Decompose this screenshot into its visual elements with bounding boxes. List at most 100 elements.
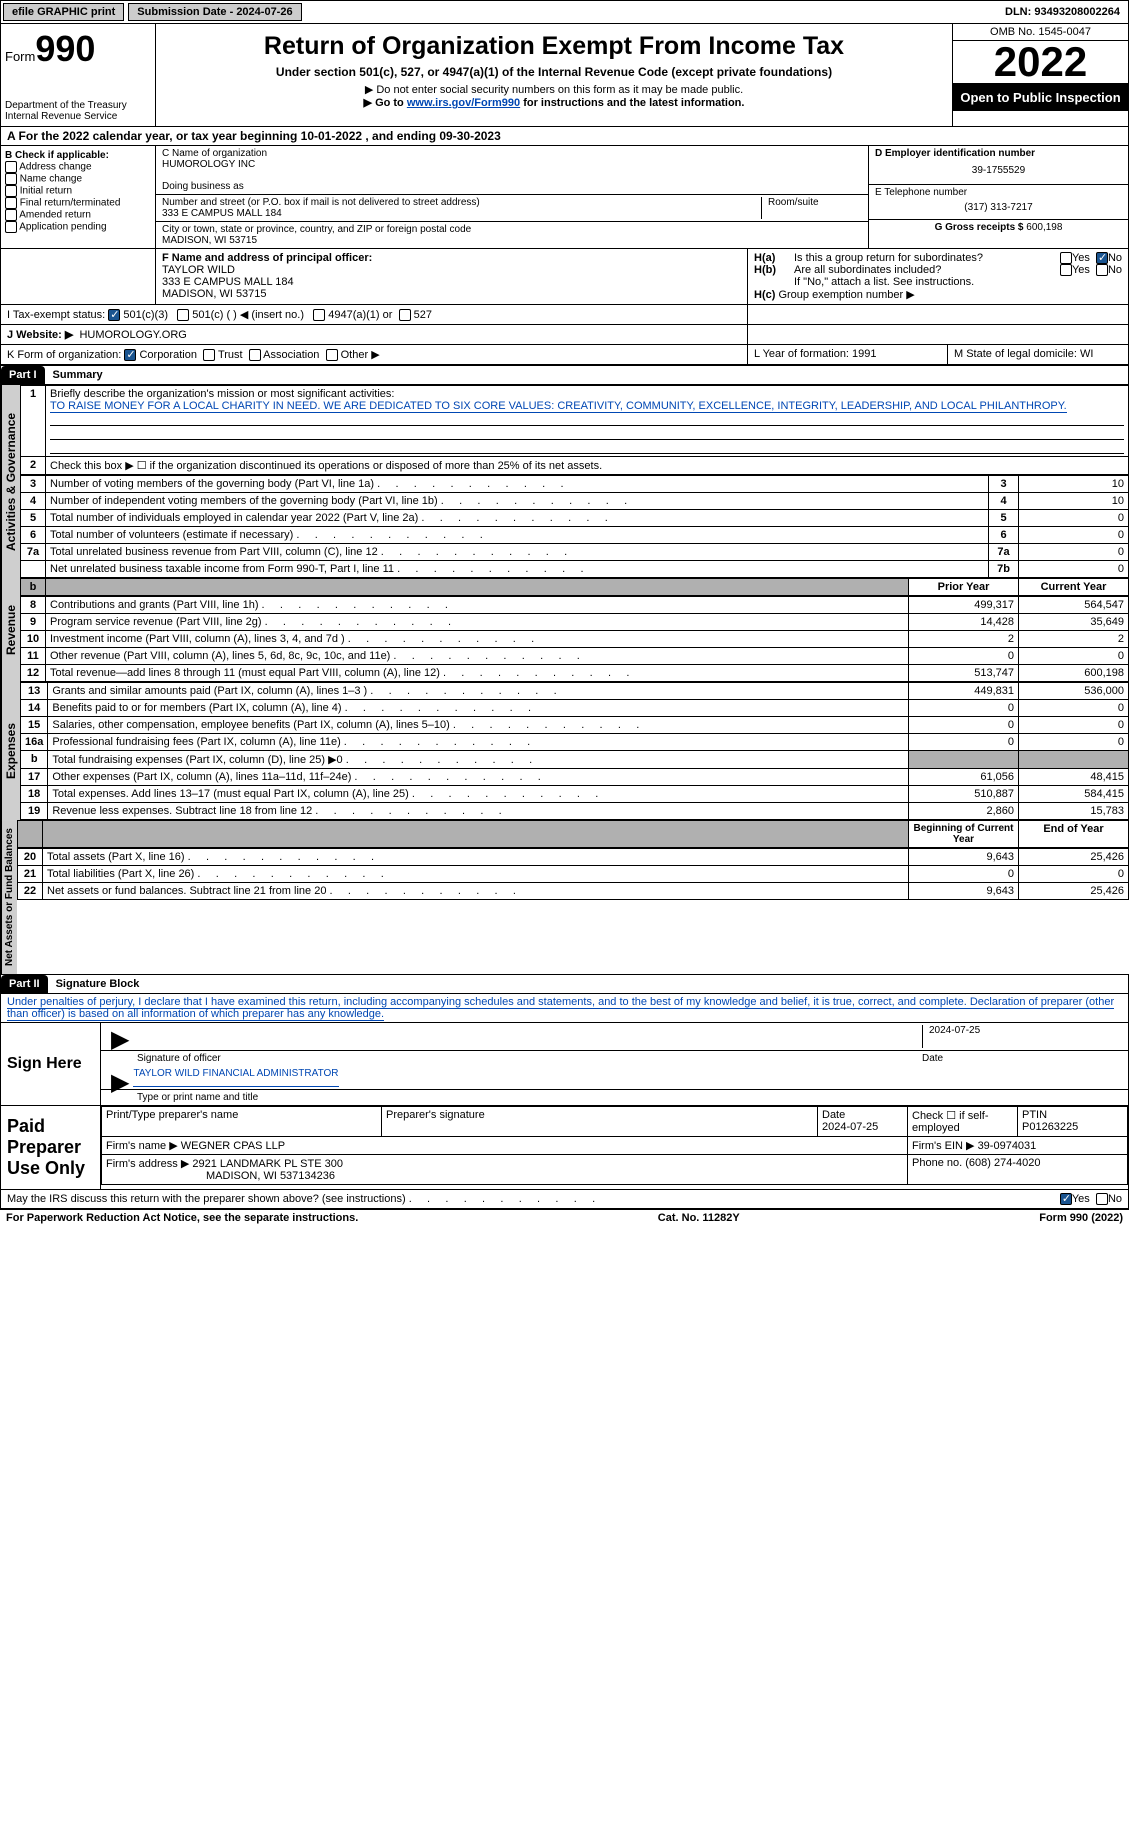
table-row: 21Total liabilities (Part X, line 26)00 <box>18 866 1129 883</box>
dept-treasury: Department of the Treasury <box>5 100 151 111</box>
state-domicile: M State of legal domicile: WI <box>948 345 1128 364</box>
efile-print-button[interactable]: efile GRAPHIC print <box>3 3 124 21</box>
mission-text: TO RAISE MONEY FOR A LOCAL CHARITY IN NE… <box>50 400 1067 413</box>
perjury-declaration: Under penalties of perjury, I declare th… <box>0 994 1129 1023</box>
table-row: 12Total revenue—add lines 8 through 11 (… <box>21 665 1129 682</box>
table-row: 18Total expenses. Add lines 13–17 (must … <box>21 786 1129 803</box>
table-row: 6Total number of volunteers (estimate if… <box>21 527 1129 544</box>
table-row: 17Other expenses (Part IX, column (A), l… <box>21 769 1129 786</box>
year-formation: L Year of formation: 1991 <box>748 345 948 364</box>
revenue-label: Revenue <box>1 578 20 682</box>
city-state-zip: MADISON, WI 53715 <box>162 235 862 246</box>
street-address: 333 E CAMPUS MALL 184 <box>162 208 755 219</box>
table-row: 7aTotal unrelated business revenue from … <box>21 544 1129 561</box>
sig-date: 2024-07-25 <box>922 1025 1122 1048</box>
open-inspection: Open to Public Inspection <box>953 84 1128 111</box>
irs-label: Internal Revenue Service <box>5 111 151 122</box>
table-row: bTotal fundraising expenses (Part IX, co… <box>21 751 1129 769</box>
firm-ein: 39-0974031 <box>978 1140 1037 1152</box>
telephone: (317) 313-7217 <box>875 198 1122 217</box>
arrow-icon: ▶ <box>107 1025 133 1048</box>
table-row: Net unrelated business taxable income fr… <box>21 561 1129 578</box>
org-name: HUMOROLOGY INC <box>162 159 862 170</box>
table-row: 13Grants and similar amounts paid (Part … <box>21 683 1129 700</box>
irs-link[interactable]: www.irs.gov/Form990 <box>407 97 520 109</box>
4947-checkbox[interactable] <box>313 309 325 321</box>
section-deg: D Employer identification number 39-1755… <box>868 146 1128 248</box>
discuss-no-checkbox[interactable] <box>1096 1193 1108 1205</box>
form-990: efile GRAPHIC print Submission Date - 20… <box>0 0 1129 1226</box>
final-return-checkbox[interactable] <box>5 197 17 209</box>
officer-city: MADISON, WI 53715 <box>162 288 741 300</box>
tax-year: 2022 <box>953 41 1128 84</box>
form-number: Form990 <box>5 28 151 70</box>
ha-yes-checkbox[interactable] <box>1060 252 1072 264</box>
application-pending-checkbox[interactable] <box>5 221 17 233</box>
website-row: J Website: ▶ HUMOROLOGY.ORG <box>0 325 1129 345</box>
name-change-checkbox[interactable] <box>5 173 17 185</box>
klm-row: K Form of organization: Corporation Trus… <box>0 345 1129 365</box>
ein: 39-1755529 <box>875 159 1122 182</box>
association-checkbox[interactable] <box>249 349 261 361</box>
netassets-section: Net Assets or Fund Balances Beginning of… <box>0 820 1129 974</box>
table-row: 8Contributions and grants (Part VIII, li… <box>21 597 1129 614</box>
ha-no-checkbox[interactable] <box>1096 252 1108 264</box>
hb-no-checkbox[interactable] <box>1096 264 1108 276</box>
table-row: 16aProfessional fundraising fees (Part I… <box>21 734 1129 751</box>
officer-name: TAYLOR WILD <box>162 264 741 276</box>
header: Form990 Department of the Treasury Inter… <box>0 24 1129 127</box>
part2-header: Part II Signature Block <box>0 974 1129 994</box>
table-row: 22Net assets or fund balances. Subtract … <box>18 883 1129 900</box>
part1-header: Part I Summary <box>0 365 1129 385</box>
ptin: P01263225 <box>1022 1121 1078 1133</box>
initial-return-checkbox[interactable] <box>5 185 17 197</box>
netassets-label: Net Assets or Fund Balances <box>1 820 17 974</box>
topbar: efile GRAPHIC print Submission Date - 20… <box>0 0 1129 24</box>
table-row: 15Salaries, other compensation, employee… <box>21 717 1129 734</box>
other-checkbox[interactable] <box>326 349 338 361</box>
address-change-checkbox[interactable] <box>5 161 17 173</box>
officer-name-title: TAYLOR WILD FINANCIAL ADMINISTRATOR <box>133 1068 338 1087</box>
form-subtitle: Under section 501(c), 527, or 4947(a)(1)… <box>160 65 948 79</box>
table-row: 10Investment income (Part VIII, column (… <box>21 631 1129 648</box>
section-b: B Check if applicable: Address change Na… <box>1 146 156 248</box>
main-info-row: B Check if applicable: Address change Na… <box>0 146 1129 249</box>
table-row: 3Number of voting members of the governi… <box>21 476 1129 493</box>
firm-name: WEGNER CPAS LLP <box>181 1140 285 1152</box>
table-row: 20Total assets (Part X, line 16)9,64325,… <box>18 849 1129 866</box>
hb-yes-checkbox[interactable] <box>1060 264 1072 276</box>
table-row: 11Other revenue (Part VIII, column (A), … <box>21 648 1129 665</box>
sign-here-block: Sign Here ▶ 2024-07-25 Signature of offi… <box>0 1023 1129 1106</box>
trust-checkbox[interactable] <box>203 349 215 361</box>
firm-phone: (608) 274-4020 <box>965 1157 1040 1169</box>
goto-note: ▶ Go to www.irs.gov/Form990 for instruct… <box>160 96 948 109</box>
governance-label: Activities & Governance <box>1 385 20 578</box>
tax-exempt-row: I Tax-exempt status: 501(c)(3) 501(c) ( … <box>0 305 1129 325</box>
527-checkbox[interactable] <box>399 309 411 321</box>
501c3-checkbox[interactable] <box>108 309 120 321</box>
501c-checkbox[interactable] <box>177 309 189 321</box>
officer-street: 333 E CAMPUS MALL 184 <box>162 276 741 288</box>
discuss-row: May the IRS discuss this return with the… <box>0 1190 1129 1209</box>
expenses-section: Expenses 13Grants and similar amounts pa… <box>0 682 1129 820</box>
table-row: 19Revenue less expenses. Subtract line 1… <box>21 803 1129 820</box>
firm-address: 2921 LANDMARK PL STE 300 <box>192 1158 343 1170</box>
gross-receipts: 600,198 <box>1026 222 1062 233</box>
corporation-checkbox[interactable] <box>124 349 136 361</box>
section-a: A For the 2022 calendar year, or tax yea… <box>0 127 1129 146</box>
arrow-icon: ▶ <box>107 1068 133 1087</box>
website: HUMOROLOGY.ORG <box>79 329 186 341</box>
table-row: 5Total number of individuals employed in… <box>21 510 1129 527</box>
paid-preparer-block: Paid Preparer Use Only Print/Type prepar… <box>0 1106 1129 1190</box>
dln-label: DLN: 93493208002264 <box>1005 6 1128 18</box>
discuss-yes-checkbox[interactable] <box>1060 1193 1072 1205</box>
ssn-note: ▶ Do not enter social security numbers o… <box>160 83 948 96</box>
footer: For Paperwork Reduction Act Notice, see … <box>0 1209 1129 1226</box>
revenue-section: Revenue b Prior Year Current Year 8Contr… <box>0 578 1129 682</box>
expenses-label: Expenses <box>1 682 20 820</box>
table-row: 4Number of independent voting members of… <box>21 493 1129 510</box>
governance-section: Activities & Governance 1 Briefly descri… <box>0 385 1129 578</box>
submission-date-button[interactable]: Submission Date - 2024-07-26 <box>128 3 301 21</box>
table-row: 14Benefits paid to or for members (Part … <box>21 700 1129 717</box>
amended-return-checkbox[interactable] <box>5 209 17 221</box>
